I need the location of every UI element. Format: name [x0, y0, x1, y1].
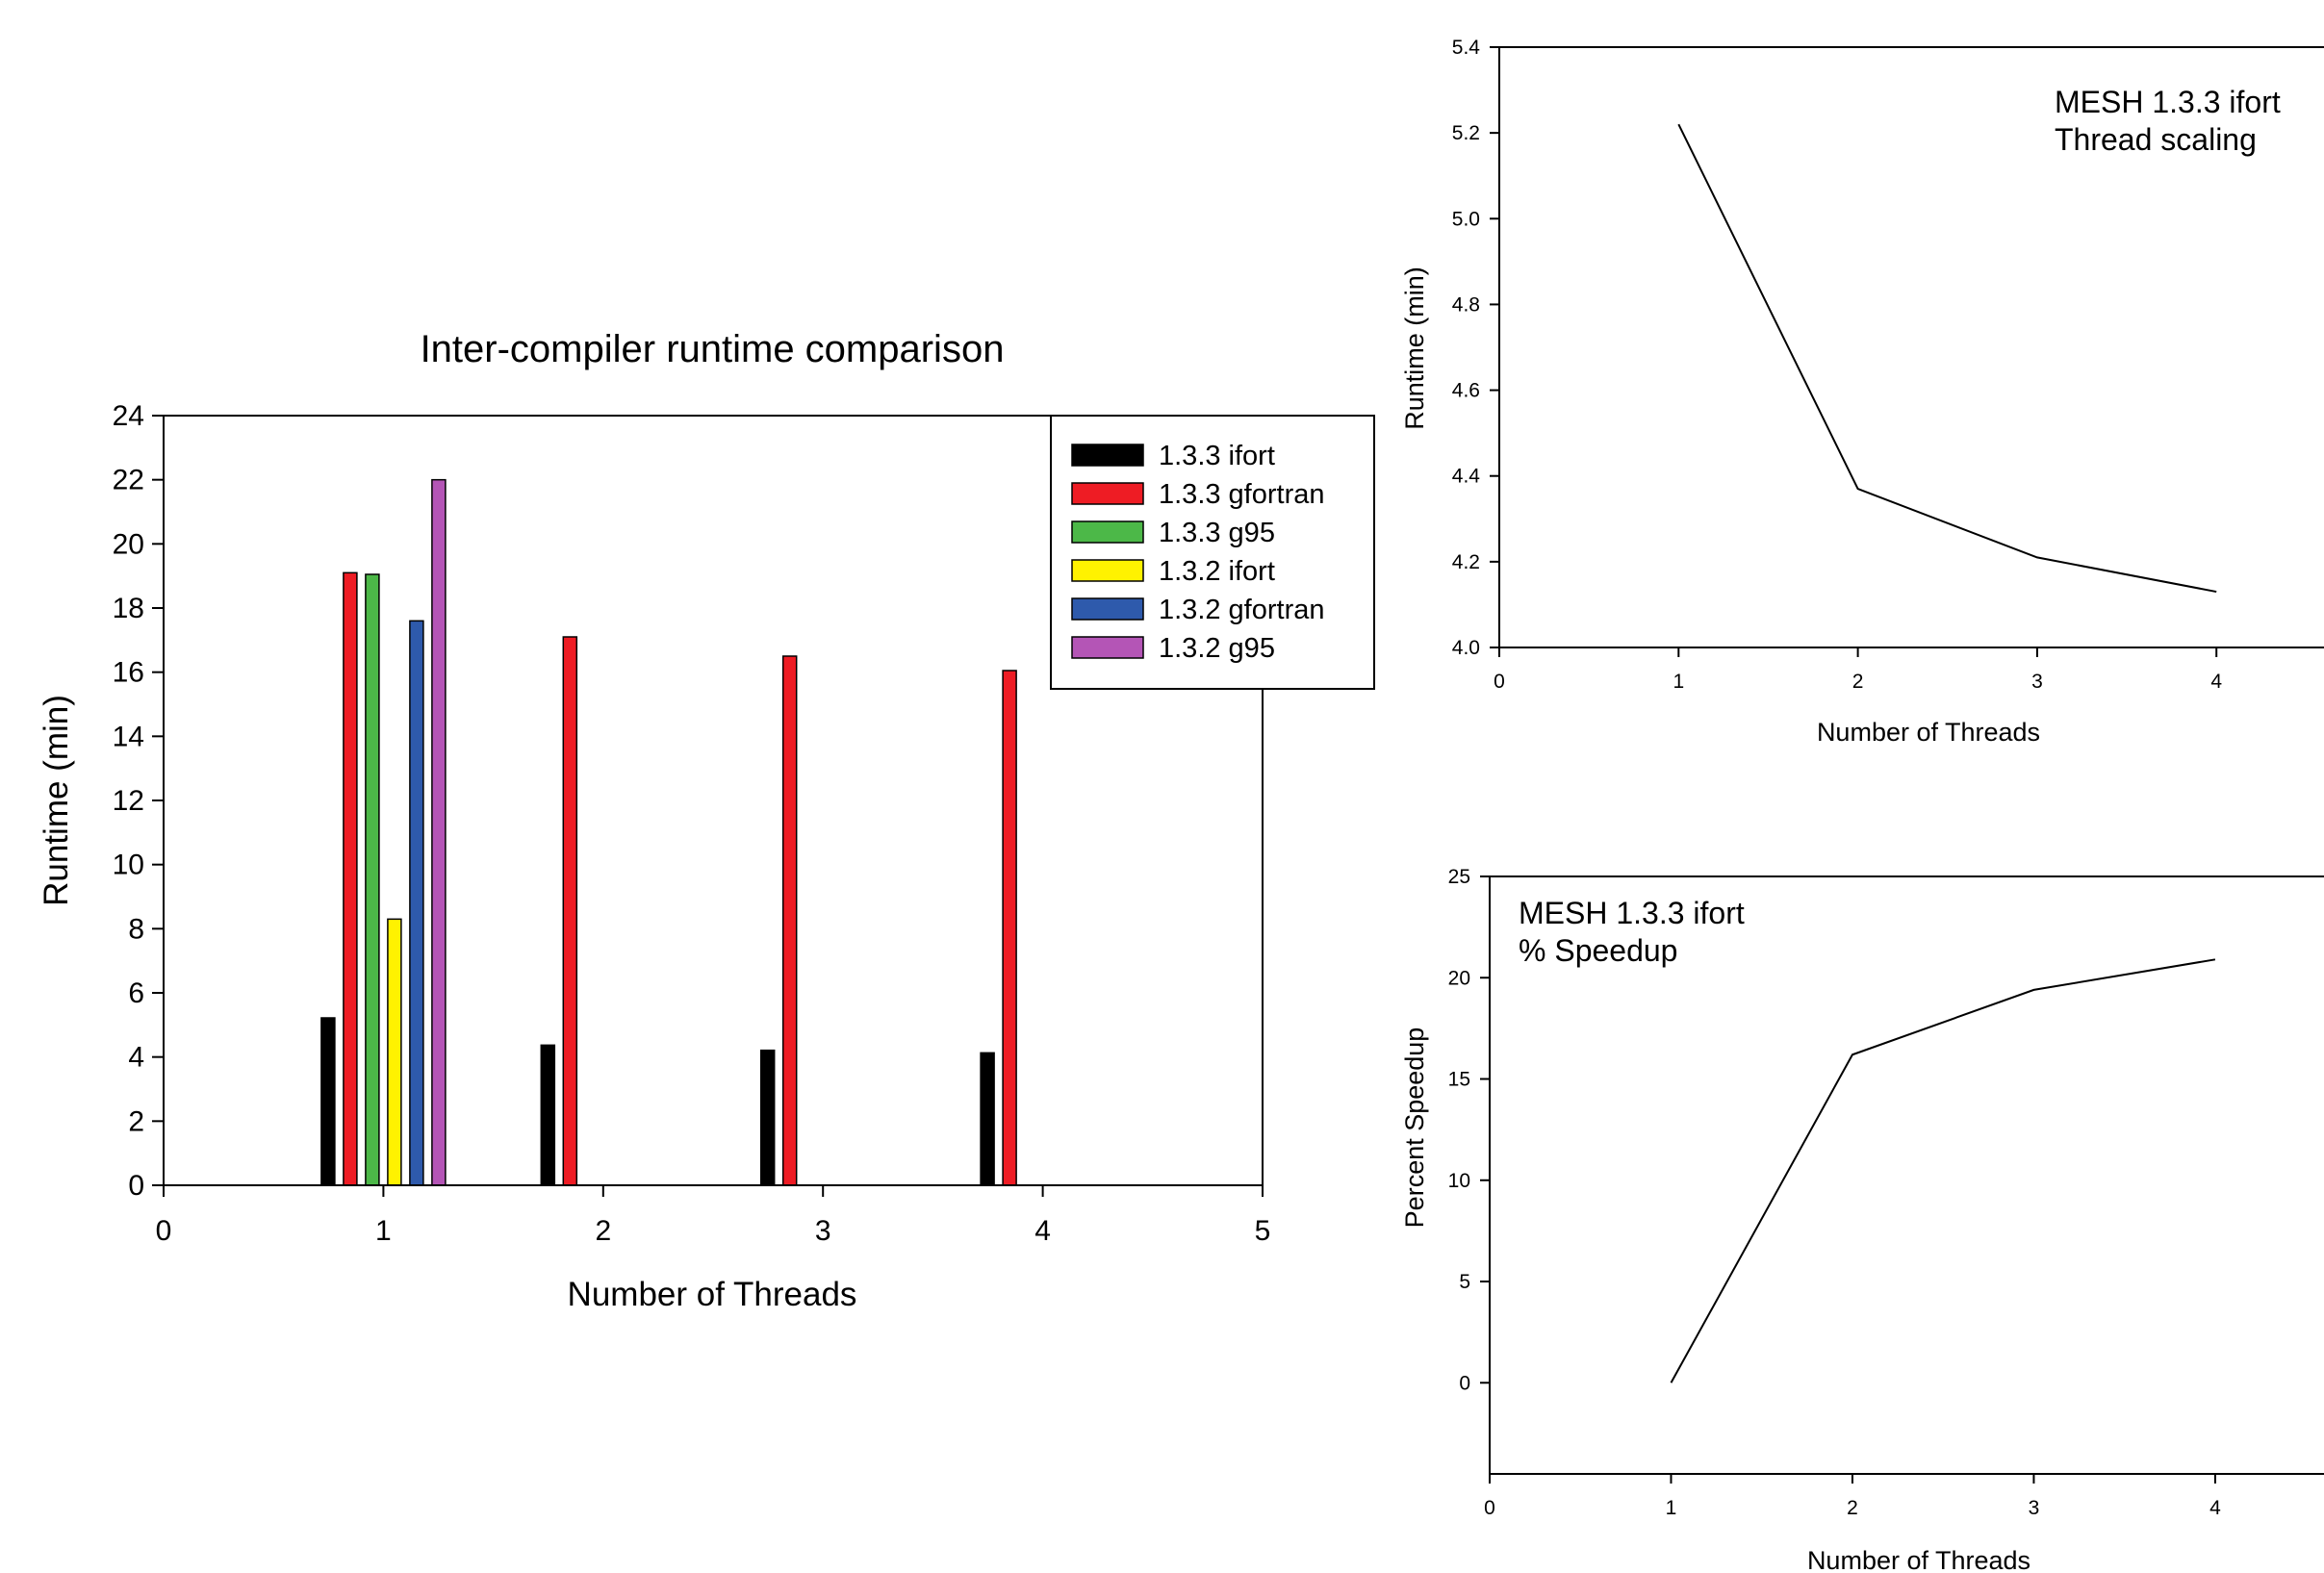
bar [409, 620, 424, 1186]
speedup-series [1670, 958, 2216, 1383]
bar-chart-y-axis-label: Runtime (min) [38, 695, 75, 906]
speedup-axes: 0 1 2 3 4 0 5 10 15 20 25 [1448, 866, 2324, 1519]
thread-scaling-series [1677, 123, 2217, 594]
x-tick-label: 3 [2031, 671, 2043, 693]
y-tick-label: 0 [128, 1170, 144, 1202]
y-tick-label: 4.2 [1452, 551, 1480, 573]
legend-swatch [1071, 520, 1144, 544]
bar [781, 655, 798, 1186]
legend-label: 1.3.3 ifort [1159, 441, 1275, 471]
legend-swatch [1071, 636, 1144, 659]
bar-chart-bars [320, 478, 1017, 1186]
y-tick-label: 4.0 [1452, 637, 1480, 659]
runtime-comparison-bar-chart: Inter-compiler runtime comparison Number… [38, 328, 1375, 1313]
thread-scaling-axes: 0 1 2 3 4 4.0 4.2 4.4 4.6 4.8 5.0 5.2 5.4 [1452, 37, 2324, 693]
bar [562, 636, 578, 1186]
bar [980, 1052, 995, 1186]
y-tick-label: 10 [113, 850, 144, 881]
legend-label: 1.3.2 gfortran [1159, 595, 1325, 625]
series-line [1677, 123, 2217, 594]
y-tick-label: 4.8 [1452, 293, 1480, 316]
bar [387, 918, 402, 1186]
y-tick-label: 16 [113, 657, 144, 689]
bar [1002, 670, 1017, 1186]
x-tick-label: 4 [2209, 1497, 2221, 1519]
legend-label: 1.3.2 g95 [1159, 633, 1275, 664]
y-tick-label: 25 [1448, 866, 1470, 888]
speedup-line-chart: MESH 1.3.3 ifort % Speedup Number of Thr… [1400, 866, 2324, 1573]
thread-scaling-line-chart: MESH 1.3.3 ifort Thread scaling Number o… [1400, 37, 2324, 747]
legend-swatch [1071, 559, 1144, 582]
bar [431, 478, 447, 1186]
speedup-y-axis-label: Percent Speedup [1400, 1028, 1429, 1229]
x-tick-label: 5 [1255, 1215, 1271, 1247]
y-tick-label: 4.6 [1452, 380, 1480, 402]
y-tick-label: 14 [113, 721, 144, 752]
y-tick-label: 24 [113, 400, 144, 432]
speedup-x-axis-label: Number of Threads [1807, 1546, 2030, 1573]
y-tick-label: 0 [1459, 1372, 1470, 1394]
y-tick-label: 2 [128, 1105, 144, 1137]
bar-chart-x-axis-label: Number of Threads [568, 1276, 857, 1313]
x-tick-label: 0 [156, 1215, 172, 1247]
x-tick-label: 4 [1034, 1215, 1051, 1247]
y-tick-label: 12 [113, 785, 144, 817]
y-tick-label: 20 [1448, 967, 1470, 989]
bar-chart-title: Inter-compiler runtime comparison [421, 328, 1005, 370]
legend-label: 1.3.3 g95 [1159, 518, 1275, 548]
x-tick-label: 0 [1494, 671, 1505, 693]
y-tick-label: 15 [1448, 1069, 1470, 1091]
bar [540, 1044, 556, 1186]
x-tick-label: 1 [375, 1215, 392, 1247]
legend-swatch [1071, 444, 1144, 467]
y-tick-label: 4 [128, 1042, 144, 1074]
y-tick-label: 5 [1459, 1271, 1470, 1293]
thread-scaling-annotation-line-2: Thread scaling [2055, 122, 2257, 157]
x-tick-label: 1 [1673, 671, 1684, 693]
series-line [1670, 958, 2216, 1383]
legend-swatch [1071, 482, 1144, 505]
bar [343, 571, 358, 1186]
y-tick-label: 6 [128, 977, 144, 1009]
x-tick-label: 4 [2210, 671, 2222, 693]
x-tick-label: 1 [1666, 1497, 1677, 1519]
bar-chart-legend: 1.3.3 ifort 1.3.3 gfortran 1.3.3 g95 1.3.2 … [1050, 415, 1375, 690]
legend-swatch [1071, 597, 1144, 621]
x-tick-label: 2 [1847, 1497, 1858, 1519]
x-tick-label: 3 [815, 1215, 831, 1247]
x-tick-label: 2 [1852, 671, 1864, 693]
speedup-annotation-line-2: % Speedup [1519, 933, 1677, 968]
y-tick-label: 22 [113, 465, 144, 496]
x-tick-label: 0 [1484, 1497, 1495, 1519]
y-tick-label: 10 [1448, 1170, 1470, 1192]
x-tick-label: 2 [595, 1215, 611, 1247]
y-tick-label: 8 [128, 913, 144, 945]
thread-scaling-annotation-line-1: MESH 1.3.3 ifort [2055, 85, 2281, 119]
y-tick-label: 18 [113, 593, 144, 624]
bar [365, 573, 380, 1186]
bar [320, 1017, 336, 1186]
y-tick-label: 5.0 [1452, 208, 1480, 230]
y-tick-label: 5.4 [1452, 37, 1481, 59]
y-tick-label: 20 [113, 528, 144, 560]
y-tick-label: 4.4 [1452, 466, 1481, 488]
thread-scaling-x-axis-label: Number of Threads [1817, 718, 2040, 747]
legend-label: 1.3.2 ifort [1159, 556, 1275, 587]
legend-label: 1.3.3 gfortran [1159, 479, 1325, 510]
y-tick-label: 5.2 [1452, 122, 1480, 144]
thread-scaling-y-axis-label: Runtime (min) [1400, 266, 1429, 430]
bar [759, 1049, 776, 1186]
x-tick-label: 3 [2029, 1497, 2040, 1519]
speedup-annotation-line-1: MESH 1.3.3 ifort [1519, 896, 1745, 930]
